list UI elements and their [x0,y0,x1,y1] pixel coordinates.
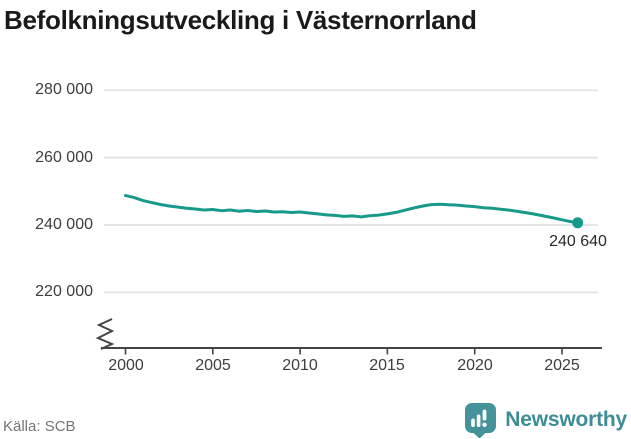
x-tick-label: 2025 [544,357,580,374]
x-tick-label: 2000 [108,357,144,374]
end-point-value-label: 240 640 [549,233,607,250]
chart-title: Befolkningsutveckling i Västernorrland [4,5,477,35]
x-tick-label: 2015 [369,357,405,374]
newsworthy-chart-bubble-icon [464,402,497,439]
y-tick-label: 240 000 [35,216,93,233]
y-tick-label: 260 000 [35,149,93,166]
y-tick-label: 280 000 [35,81,93,98]
end-point-dot [572,217,584,229]
x-tick-label: 2005 [195,357,231,374]
source-attribution: Källa: SCB [3,418,76,435]
newsworthy-logo-text: Newsworthy [505,408,627,431]
newsworthy-logo[interactable]: Newsworthy [464,402,627,439]
y-tick-label: 220 000 [35,283,93,300]
population-line [124,194,580,225]
x-tick-label: 2020 [457,357,493,374]
x-tick-label: 2010 [282,357,318,374]
y-axis-break-zigzag [95,318,115,350]
